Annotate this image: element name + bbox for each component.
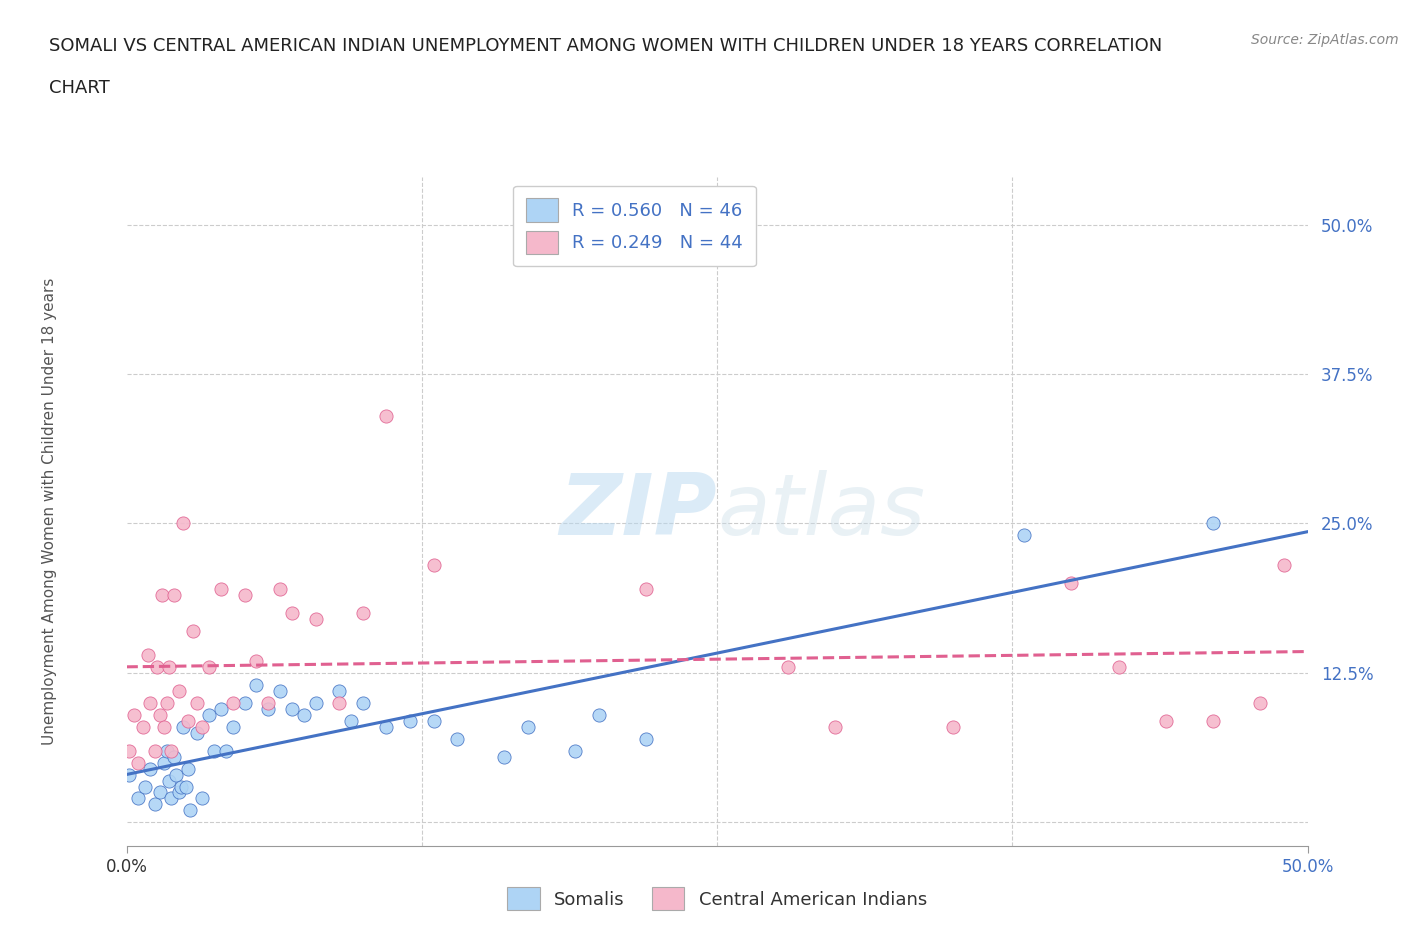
Point — [174, 779, 197, 794]
Point — [588, 708, 610, 723]
Text: Source: ZipAtlas.com: Source: ZipAtlas.com — [1251, 33, 1399, 46]
Point — [257, 696, 280, 711]
Point — [198, 708, 221, 723]
Point — [122, 708, 145, 723]
Point — [269, 582, 291, 597]
Point — [1108, 659, 1130, 674]
Point — [824, 719, 846, 734]
Point — [202, 743, 225, 758]
Point — [1202, 713, 1225, 728]
Point — [352, 605, 374, 620]
Point — [186, 696, 208, 711]
Point — [146, 659, 169, 674]
Point — [177, 761, 200, 776]
Point — [245, 677, 267, 692]
Point — [215, 743, 238, 758]
Point — [1249, 696, 1271, 711]
Point — [179, 803, 201, 817]
Point — [245, 654, 267, 669]
Point — [233, 696, 256, 711]
Point — [165, 767, 187, 782]
Point — [172, 719, 194, 734]
Text: CHART: CHART — [49, 79, 110, 97]
Point — [222, 719, 245, 734]
Point — [191, 791, 214, 806]
Point — [118, 767, 141, 782]
Point — [375, 719, 398, 734]
Point — [281, 701, 304, 716]
Point — [160, 791, 183, 806]
Text: ZIP: ZIP — [560, 470, 717, 553]
Point — [1202, 516, 1225, 531]
Point — [304, 696, 326, 711]
Point — [1012, 528, 1035, 543]
Point — [156, 696, 179, 711]
Point — [186, 725, 208, 740]
Point — [281, 605, 304, 620]
Point — [233, 588, 256, 603]
Point — [375, 408, 398, 423]
Point — [1154, 713, 1177, 728]
Point — [209, 582, 232, 597]
Point — [328, 696, 350, 711]
Point — [304, 612, 326, 627]
Text: Unemployment Among Women with Children Under 18 years: Unemployment Among Women with Children U… — [42, 278, 56, 745]
Point — [163, 588, 186, 603]
Text: atlas: atlas — [717, 470, 925, 553]
Point — [156, 743, 179, 758]
Point — [422, 713, 444, 728]
Point — [399, 713, 422, 728]
Point — [209, 701, 232, 716]
Point — [143, 797, 166, 812]
Point — [172, 516, 194, 531]
Point — [127, 791, 149, 806]
Point — [149, 785, 172, 800]
Point — [181, 624, 204, 639]
Point — [160, 743, 183, 758]
Point — [167, 785, 190, 800]
Point — [136, 647, 159, 662]
Point — [127, 755, 149, 770]
Point — [446, 731, 468, 746]
Text: SOMALI VS CENTRAL AMERICAN INDIAN UNEMPLOYMENT AMONG WOMEN WITH CHILDREN UNDER 1: SOMALI VS CENTRAL AMERICAN INDIAN UNEMPL… — [49, 37, 1163, 55]
Point — [157, 773, 180, 788]
Point — [134, 779, 156, 794]
Point — [149, 708, 172, 723]
Legend: Somalis, Central American Indians: Somalis, Central American Indians — [501, 880, 934, 918]
Point — [191, 719, 214, 734]
Point — [340, 713, 363, 728]
Point — [352, 696, 374, 711]
Point — [198, 659, 221, 674]
Point — [776, 659, 799, 674]
Point — [170, 779, 193, 794]
Point — [150, 588, 173, 603]
Point — [132, 719, 155, 734]
Point — [139, 696, 162, 711]
Point — [1060, 576, 1083, 591]
Point — [942, 719, 965, 734]
Point — [269, 684, 291, 698]
Point — [257, 701, 280, 716]
Point — [118, 743, 141, 758]
Point — [163, 750, 186, 764]
Point — [167, 684, 190, 698]
Point — [222, 696, 245, 711]
Point — [143, 743, 166, 758]
Point — [636, 731, 658, 746]
Point — [153, 755, 176, 770]
Point — [139, 761, 162, 776]
Point — [422, 558, 444, 573]
Point — [157, 659, 180, 674]
Point — [153, 719, 176, 734]
Point — [494, 750, 516, 764]
Point — [292, 708, 315, 723]
Point — [1272, 558, 1295, 573]
Point — [517, 719, 540, 734]
Point — [328, 684, 350, 698]
Point — [177, 713, 200, 728]
Point — [564, 743, 586, 758]
Point — [636, 582, 658, 597]
